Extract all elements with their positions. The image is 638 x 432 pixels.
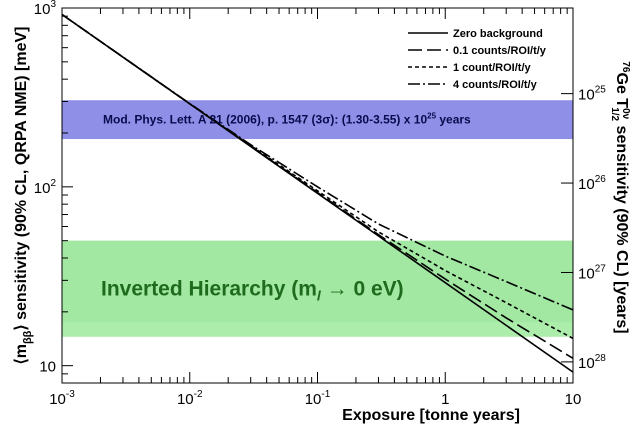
hm-label-mid: ): (1.30-3.55) x 10 (330, 112, 427, 126)
y-axis-title: ⟨mββ⟩ sensitivity (90% CL, QRPA NME) [me… (13, 27, 34, 365)
y-tick-label: 10 (39, 359, 56, 376)
right-tick-label: 1026 (578, 174, 606, 193)
y-tick-label: 102 (34, 178, 57, 197)
legend-label-3: 4 counts/ROI/t/y (453, 79, 538, 91)
ih-label-suffix: → 0 eV) (321, 278, 404, 301)
y-axis-title-bracket-close: ⟩ (13, 324, 30, 330)
series-line-3 (61, 13, 574, 311)
ih-band-label: Inverted Hierarchy (ml → 0 eV) (101, 278, 404, 304)
hm-label-prefix: Mod. Phys. Lett. A 21 (2006), p. 1547 (3 (103, 112, 323, 126)
legend-layer: Zero background 0.1 counts/ROI/t/y 1 count… (408, 28, 547, 91)
right-tick-label-base: 10 (578, 176, 595, 193)
right-tick-label-exp: 28 (595, 353, 607, 364)
labels-layer: Mod. Phys. Lett. A 21 (2006), p. 1547 (3… (13, 0, 631, 424)
series-line-1 (61, 13, 574, 359)
x-tick-label: 10-2 (177, 389, 203, 408)
right-axis-title-sub: 1/2 (609, 107, 620, 121)
y-axis-title-bracket: ⟨m (13, 344, 30, 364)
x-tick-label: 10-3 (49, 389, 75, 408)
ih-label-prefix: Inverted Hierarchy (m (101, 278, 317, 301)
legend-label-0: Zero background (453, 28, 543, 40)
bands-layer (62, 100, 573, 337)
right-tick-label-base: 10 (578, 265, 595, 282)
right-axis-title-rest: sensitivity (90% CL) [years] (613, 121, 630, 334)
x-tick-label-base: 10 (565, 391, 582, 408)
hm-band-label: Mod. Phys. Lett. A 21 (2006), p. 1547 (3… (103, 111, 471, 126)
y-tick-label-base: 10 (39, 359, 56, 376)
y-tick-label-base: 10 (34, 180, 51, 197)
x-tick-label: 10-1 (305, 389, 331, 408)
series-layer (61, 13, 574, 373)
hm-label-sigma: σ (322, 112, 330, 126)
x-tick-label-base: 10 (177, 391, 194, 408)
y-axis-title-rest: sensitivity (90% CL, QRPA NME) [meV] (13, 27, 30, 325)
right-tick-label: 1028 (578, 353, 606, 372)
ticks-layer (61, 8, 573, 384)
right-axis-title: 76Ge T0ν1/2 sensitivity (90% CL) [years] (609, 61, 631, 333)
legend-label-1: 0.1 counts/ROI/t/y (453, 45, 547, 57)
hm-band (62, 100, 573, 140)
right-tick-label: 1025 (578, 85, 606, 104)
y-tick-label-exp: 3 (50, 0, 56, 10)
x-tick-label-exp: -2 (194, 389, 203, 400)
right-tick-label-exp: 27 (595, 263, 607, 274)
x-axis-title: Exposure [tonne years] (342, 407, 520, 424)
hm-label-exp: 25 (427, 111, 436, 120)
x-tick-label-exp: -1 (321, 389, 330, 400)
right-axis-title-element: Ge T (613, 73, 630, 109)
x-tick-label-base: 10 (49, 391, 66, 408)
right-tick-label-base: 10 (578, 87, 595, 104)
y-tick-label: 103 (34, 0, 57, 18)
y-axis-title-sub: ββ (22, 330, 34, 344)
y-tick-label-exp: 2 (50, 178, 56, 189)
x-tick-label-base: 1 (441, 391, 449, 408)
right-axis-title-iso: 76 (620, 61, 631, 73)
x-tick-label-exp: -3 (66, 389, 75, 400)
legend-label-2: 1 count/ROI/t/y (453, 62, 532, 74)
ih-band-core (62, 240, 573, 323)
x-tick-label-base: 10 (305, 391, 322, 408)
x-tick-label: 1 (441, 391, 449, 408)
x-tick-label: 10 (565, 391, 582, 408)
right-tick-label-exp: 25 (595, 85, 607, 96)
right-tick-label: 1027 (578, 263, 606, 282)
right-tick-label-base: 10 (578, 355, 595, 372)
ih-label-sub: l (317, 288, 322, 304)
right-axis-title-mode: 0ν (620, 108, 631, 120)
hm-label-suffix: years (436, 112, 471, 126)
right-tick-label-exp: 26 (595, 174, 607, 185)
ih-band (62, 240, 573, 337)
y-tick-label-base: 10 (34, 1, 51, 18)
